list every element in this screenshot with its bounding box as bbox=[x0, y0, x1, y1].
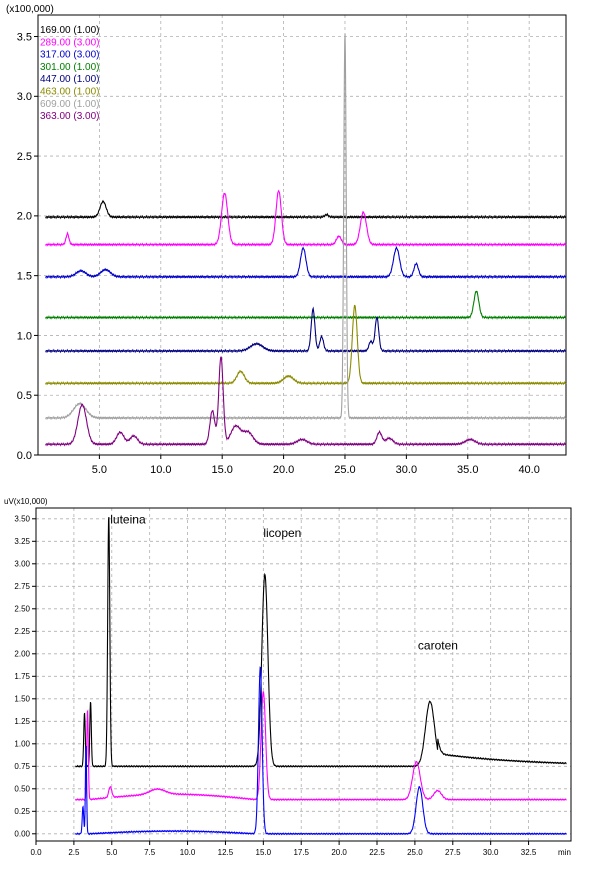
y-tick-label: 1.00 bbox=[14, 740, 30, 749]
legend-entry: 301.00 (1.00) bbox=[40, 62, 100, 73]
x-tick-label: 30.0 bbox=[483, 848, 499, 857]
chromatogram-bottom: 0.0 2.5 5.0 7.5 10.0 12.5 15.0 17.5 20.0 22.5 25.0… bbox=[4, 497, 572, 857]
y-tick-label: 0.50 bbox=[14, 785, 30, 794]
plot-frame bbox=[37, 14, 567, 456]
y-tick-label: 3.5 bbox=[17, 31, 32, 43]
y-tick-label: 1.50 bbox=[14, 695, 30, 704]
legend-entry: 447.00 (1.00) bbox=[40, 74, 100, 85]
plot-frame bbox=[35, 507, 572, 842]
trace-5 bbox=[45, 304, 567, 386]
x-tick-label: 15.0 bbox=[211, 464, 232, 476]
y-tick-label: 2.25 bbox=[14, 627, 30, 636]
trace-0 bbox=[45, 199, 567, 220]
x-tick-label: 25.0 bbox=[407, 848, 423, 857]
y-tick-label: 0.5 bbox=[17, 390, 32, 402]
y-tick-label: 0.25 bbox=[14, 807, 30, 816]
legend-entry: 363.00 (3.00) bbox=[40, 111, 100, 122]
chromatogram-top: 5.0 10.0 15.0 20.0 25.0 30.0 35.0 40.0 0.0 0.5 1.0… bbox=[6, 4, 567, 476]
y-tick-label: 3.00 bbox=[14, 560, 30, 569]
y-tick-label: 2.00 bbox=[14, 650, 30, 659]
y-tick-label: 2.0 bbox=[17, 211, 32, 223]
legend-entry: 169.00 (1.00) bbox=[40, 25, 100, 36]
peak-annotation: licopen bbox=[263, 526, 301, 540]
x-tick-label: 35.0 bbox=[457, 464, 478, 476]
multiplier-label: (x100,000) bbox=[6, 4, 54, 15]
multiplier-label: uV(x10,000) bbox=[4, 497, 48, 506]
y-tick-label: 3.50 bbox=[14, 515, 30, 524]
x-tick-label: 27.5 bbox=[445, 848, 461, 857]
y-tick-label: 1.75 bbox=[14, 672, 30, 681]
trace-1 bbox=[45, 189, 567, 247]
legend-entry: 317.00 (3.00) bbox=[40, 50, 100, 61]
y-tick-label: 1.25 bbox=[14, 717, 30, 726]
y-tick-label: 1.0 bbox=[17, 330, 32, 342]
legend-entry: 289.00 (3.00) bbox=[40, 37, 100, 48]
trace-1 bbox=[74, 690, 567, 802]
y-tick-label: 2.5 bbox=[17, 151, 32, 163]
y-tick-label: 3.25 bbox=[14, 537, 30, 546]
x-tick-label: 10.0 bbox=[150, 464, 171, 476]
y-tick-label: 3.0 bbox=[17, 91, 32, 103]
y-tick-label: 0.75 bbox=[14, 762, 30, 771]
trace-6 bbox=[45, 33, 567, 421]
trace-7 bbox=[45, 356, 567, 447]
x-tick-label: 20.0 bbox=[331, 848, 347, 857]
y-tick-label: 0.00 bbox=[14, 830, 30, 839]
legend-entry: 463.00 (1.00) bbox=[40, 87, 100, 98]
x-tick-label: 0.0 bbox=[30, 848, 42, 857]
trace-0 bbox=[74, 516, 567, 768]
trace-3 bbox=[45, 290, 567, 320]
x-tick-label: 12.5 bbox=[218, 848, 234, 857]
y-tick-label: 2.50 bbox=[14, 605, 30, 614]
x-tick-label: 20.0 bbox=[273, 464, 294, 476]
legend-entry: 609.00 (1.00) bbox=[40, 99, 100, 110]
x-tick-label: 30.0 bbox=[396, 464, 417, 476]
x-tick-label: 7.5 bbox=[144, 848, 156, 857]
x-tick-label: 40.0 bbox=[518, 464, 539, 476]
x-tick-label: 22.5 bbox=[369, 848, 385, 857]
peak-annotation: caroten bbox=[418, 638, 458, 652]
trace-2 bbox=[45, 245, 567, 280]
x-tick-label: 5.0 bbox=[92, 464, 107, 476]
x-tick-label: 25.0 bbox=[334, 464, 355, 476]
y-tick-label: 0.0 bbox=[17, 450, 32, 462]
x-tick-label: 17.5 bbox=[293, 848, 309, 857]
peak-annotation: luteina bbox=[110, 512, 146, 526]
x-tick-label: 10.0 bbox=[180, 848, 196, 857]
trace-2 bbox=[74, 666, 567, 836]
trace-4 bbox=[45, 306, 567, 354]
x-tick-label: 2.5 bbox=[68, 848, 80, 857]
y-tick-label: 1.5 bbox=[17, 271, 32, 283]
x-tick-label: 5.0 bbox=[106, 848, 118, 857]
x-tick-label: 32.5 bbox=[521, 848, 537, 857]
x-tick-label: 15.0 bbox=[256, 848, 272, 857]
x-unit-label: min bbox=[558, 848, 571, 857]
y-tick-label: 2.75 bbox=[14, 582, 30, 591]
